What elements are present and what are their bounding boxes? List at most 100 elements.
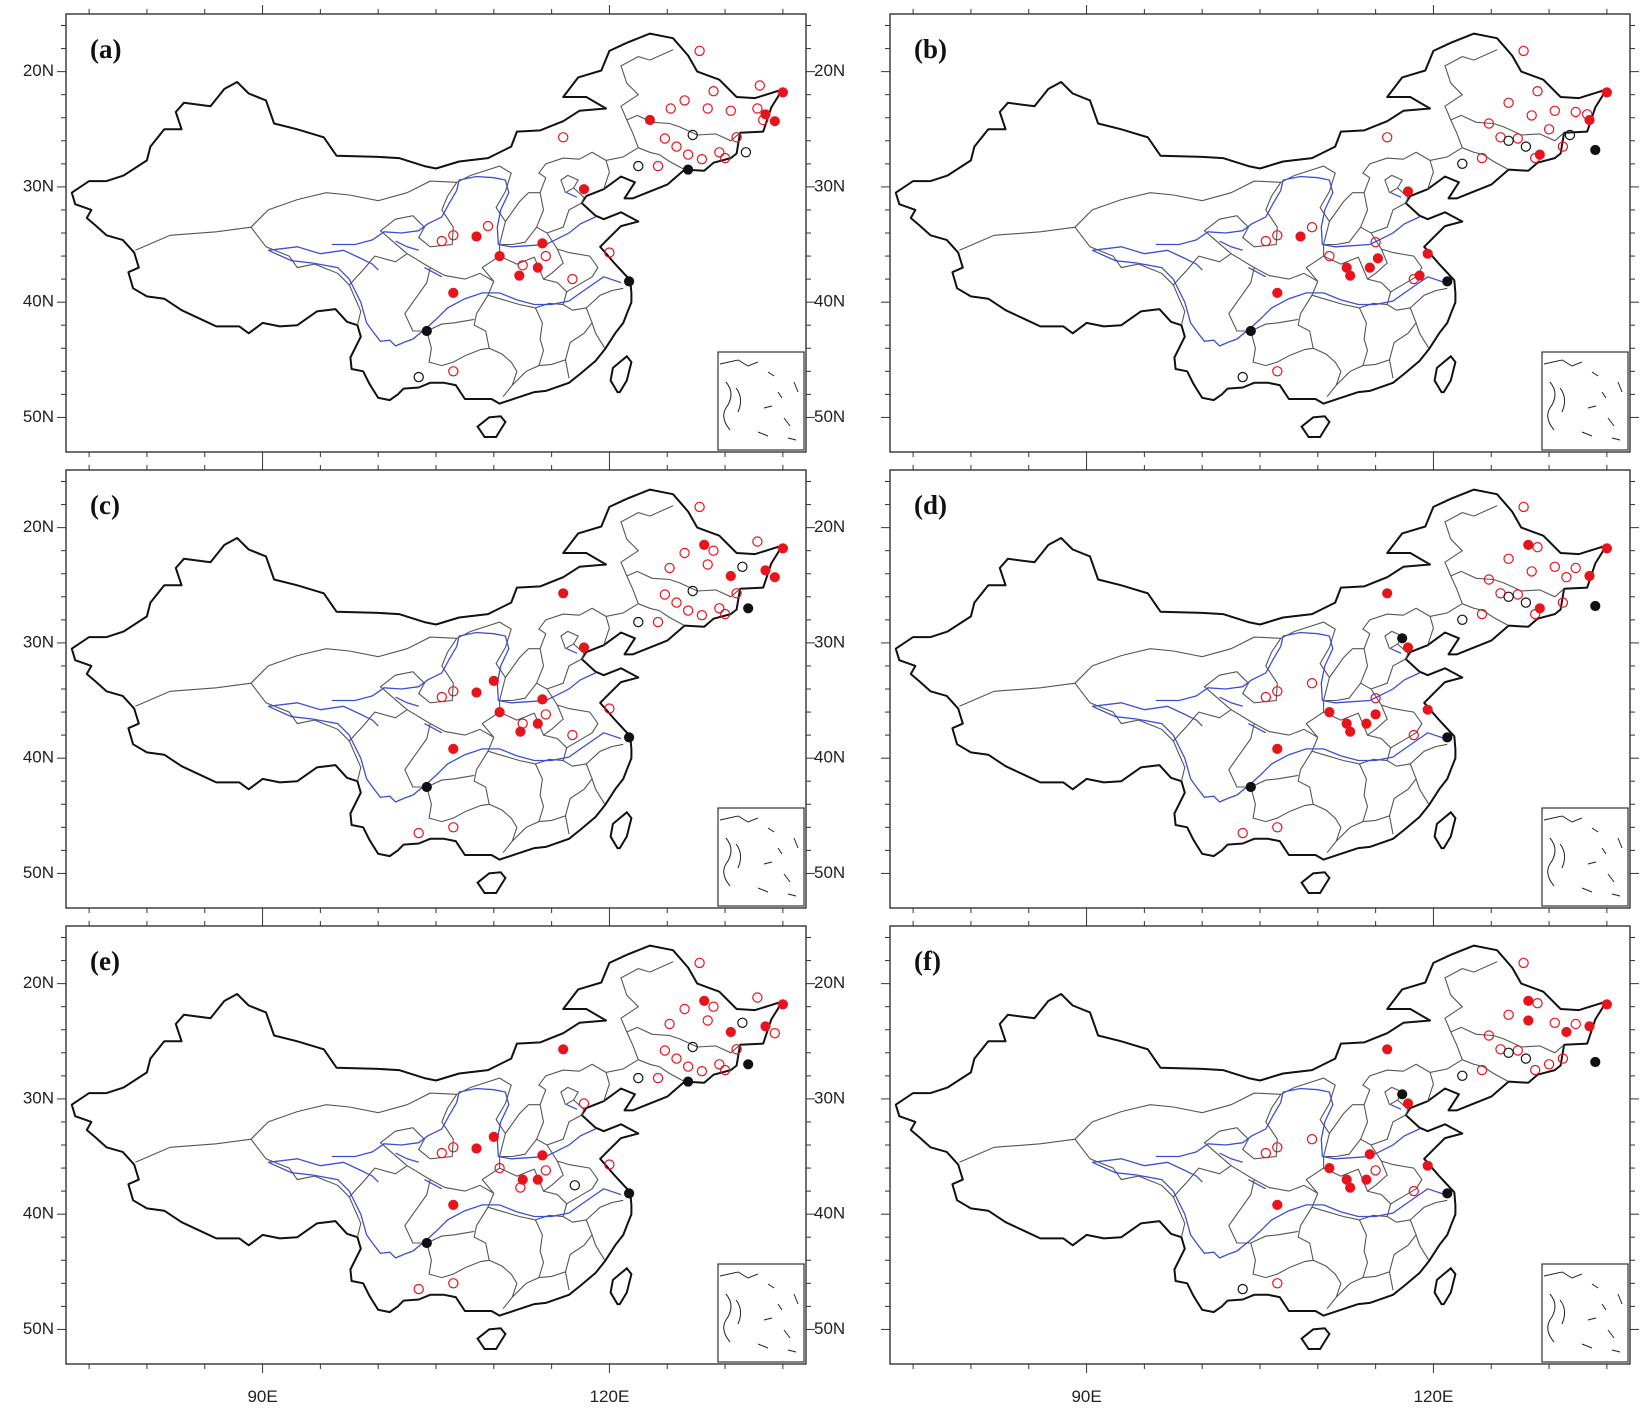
station-marker-red-open	[731, 588, 742, 599]
province-border	[404, 1179, 475, 1244]
province-border	[1335, 1271, 1394, 1298]
lat-tick-label: 30N	[814, 1088, 845, 1107]
province-border	[1335, 359, 1394, 386]
province-border	[1358, 1219, 1369, 1278]
province-border	[1429, 1059, 1509, 1083]
province-border	[1360, 1063, 1434, 1140]
station-marker-red-open	[702, 559, 713, 570]
south-china-sea-inset	[717, 1263, 805, 1363]
lat-tick-label: 20N	[23, 517, 54, 536]
station-marker-red-filled	[448, 287, 459, 298]
panel-frame	[889, 925, 1631, 1365]
station-marker-red-open	[1526, 566, 1537, 577]
station-marker-black-open	[1237, 371, 1248, 383]
province-border	[1328, 192, 1365, 222]
station-marker-red-filled	[448, 1199, 459, 1211]
province-border	[546, 202, 582, 234]
lat-tick-label: 20N	[814, 973, 845, 992]
station-marker-red-open	[1483, 118, 1495, 129]
station-marker-red-filled	[1422, 248, 1433, 259]
station-marker-red-open	[679, 1003, 690, 1015]
province-border	[1172, 1196, 1186, 1238]
country-outline	[70, 944, 784, 1317]
province-border	[536, 151, 610, 228]
river-line	[566, 1104, 578, 1110]
lat-tick-label: 20N	[23, 973, 54, 992]
river-line	[1390, 648, 1402, 654]
province-border	[487, 255, 568, 309]
station-marker-red-open	[652, 1072, 664, 1084]
station-marker-red-open	[578, 1098, 590, 1109]
panel-frame	[889, 469, 1631, 909]
station-marker-black-open	[1564, 129, 1576, 141]
station-marker-red-open	[494, 1162, 505, 1174]
station-marker-red-filled	[760, 109, 771, 120]
province-border	[1386, 304, 1417, 324]
province-border	[1367, 704, 1423, 749]
river-line	[1092, 246, 1203, 271]
station-marker-black-filled	[1245, 781, 1256, 793]
station-marker-black-open	[1237, 1283, 1248, 1295]
province-border	[1360, 607, 1434, 684]
station-marker-red-filled	[760, 1021, 771, 1032]
river-line	[1219, 240, 1243, 251]
station-marker-red-filled	[494, 707, 505, 718]
station-marker-red-open	[665, 103, 676, 114]
station-marker-red-open	[1408, 729, 1420, 741]
station-marker-red-filled	[1345, 270, 1356, 281]
station-marker-red-open	[1561, 572, 1572, 583]
province-border	[1409, 743, 1448, 765]
province-border	[487, 711, 568, 765]
station-marker-red-filled	[1382, 588, 1393, 599]
station-marker-black-open	[633, 1072, 644, 1084]
province-border	[605, 603, 685, 627]
river-line	[395, 696, 419, 707]
station-marker-red-filled	[1561, 1026, 1572, 1038]
station-marker-red-open	[1237, 827, 1248, 839]
province-border	[546, 658, 582, 690]
province-border	[1397, 187, 1409, 204]
river-line	[424, 723, 443, 734]
basemap	[894, 488, 1608, 894]
lat-tick-label: 50N	[814, 1319, 845, 1338]
station-marker-red-filled	[1272, 743, 1283, 755]
station-marker-red-filled	[1345, 1182, 1356, 1193]
station-marker-black-open	[740, 147, 752, 158]
province-border	[585, 287, 624, 309]
station-markers	[413, 501, 789, 839]
station-marker-red-open	[1306, 678, 1318, 689]
station-marker-red-open	[1570, 562, 1581, 574]
province-border	[1074, 621, 1342, 854]
panel-label: (e)	[90, 946, 120, 976]
station-marker-red-filled	[777, 87, 789, 98]
province-border	[426, 330, 490, 367]
province-border	[135, 180, 457, 251]
south-china-sea-inset	[717, 351, 805, 451]
station-marker-red-open	[752, 536, 763, 547]
river-line	[1248, 723, 1267, 734]
station-marker-black-open	[1520, 141, 1532, 152]
station-marker-black-filled	[1442, 276, 1453, 287]
province-border	[605, 147, 685, 171]
station-marker-red-open	[1532, 85, 1543, 97]
panel-frame	[65, 469, 807, 909]
station-marker-red-open	[436, 1147, 447, 1159]
station-marker-red-open	[1408, 273, 1420, 285]
station-marker-red-open	[567, 729, 578, 741]
province-border	[1323, 1138, 1382, 1162]
lat-tick-label: 50N	[814, 407, 845, 426]
province-border	[1358, 763, 1369, 822]
station-marker-red-open	[1503, 97, 1514, 109]
map-panel: 50N 40N 30N 20N (a)	[23, 5, 815, 461]
lat-tick-label: 50N	[814, 863, 845, 882]
station-marker-red-open	[752, 992, 763, 1003]
river-line	[395, 1152, 419, 1163]
station-marker-red-open	[719, 152, 731, 164]
province-border	[1367, 1160, 1423, 1205]
station-marker-red-filled	[1601, 87, 1613, 98]
province-border	[1335, 815, 1394, 842]
station-marker-red-filled	[1402, 186, 1414, 197]
station-marker-red-open	[1529, 1064, 1541, 1076]
station-marker-red-filled	[699, 995, 710, 1007]
country-outline	[894, 32, 1608, 405]
